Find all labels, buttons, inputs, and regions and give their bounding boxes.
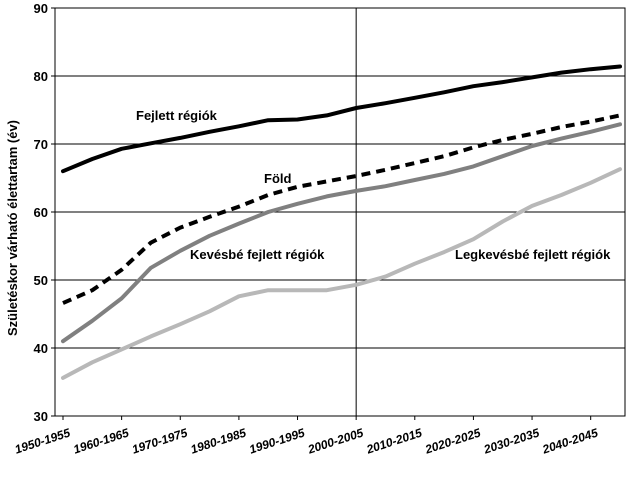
series-line-3 [61,167,622,380]
y-tick-label-60: 60 [34,205,48,220]
y-tick-label-70: 70 [34,137,48,152]
x-tick-label-1980-1985: 1980-1985 [189,425,248,456]
x-tick-label-2020-2025: 2020-2025 [422,425,482,456]
x-tick-label-1950-1955: 1950-1955 [13,425,72,456]
x-tick-label-2010-2015: 2010-2015 [364,425,424,456]
series-label-legkevesbe-fejlett: Legkevésbé fejlett régiók [455,247,611,262]
y-tick-label-50: 50 [34,273,48,288]
y-tick-label-40: 40 [34,341,48,356]
x-tick-label-2040-2045: 2040-2045 [540,425,600,456]
y-axis-ticks: 30 40 50 60 70 80 90 [34,1,55,424]
series-line-1 [62,113,621,305]
series-label-fold: Föld [264,171,291,186]
y-tick-label-80: 80 [34,69,48,84]
series-label-fejlett: Fejlett régiók [136,108,218,123]
series-label-kevesbe-fejlett: Kevésbé fejlett régiók [190,247,325,262]
x-tick-label-2030-2035: 2030-2035 [481,425,541,456]
y-tick-label-90: 90 [34,1,48,16]
series-line-0 [61,64,622,174]
x-tick-label-1970-1975: 1970-1975 [130,425,189,456]
series-line-2 [61,122,622,344]
x-tick-label-1960-1965: 1960-1965 [72,425,131,456]
x-axis-ticks: 1950-1955 1960-1965 1970-1975 1980-1985 1990… [13,416,600,457]
x-tick-label-2000-2005: 2000-2005 [305,425,365,456]
x-tick-label-1990-1995: 1990-1995 [248,425,307,456]
y-axis-label: Születéskor várható élettartam (év) [5,120,20,336]
series-lines [61,64,622,380]
y-tick-label-30: 30 [34,409,48,424]
